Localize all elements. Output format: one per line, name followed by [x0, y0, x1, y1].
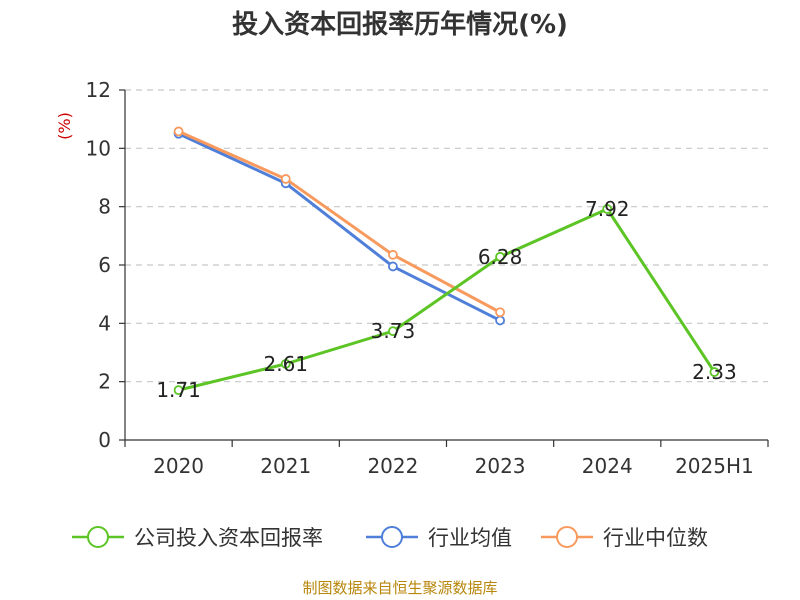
chart-title: 投入资本回报率历年情况(%): [232, 9, 568, 40]
legend-marker: [556, 526, 578, 548]
x-tick-label: 2022: [367, 454, 418, 478]
data-label: 2.61: [263, 352, 308, 376]
y-tick-label: 12: [86, 78, 111, 102]
y-tick-label: 0: [98, 428, 111, 452]
y-tick-label: 8: [98, 195, 111, 219]
legend-label: 公司投入资本回报率: [134, 526, 323, 550]
data-point: [280, 174, 291, 184]
x-tick-label: 2024: [582, 454, 633, 478]
gridlines: [125, 89, 768, 383]
series-line: [178, 207, 716, 392]
data-point: [388, 326, 398, 337]
x-tick-label: 2023: [475, 454, 526, 478]
y-tick-label: 4: [98, 311, 111, 335]
series-layer: [173, 126, 720, 396]
source-note: 制图数据来自恒生聚源数据库: [302, 579, 497, 597]
legend-marker: [87, 526, 109, 548]
y-axis-label: (%): [55, 112, 74, 140]
data-point: [280, 358, 291, 369]
y-tick-label: 6: [98, 253, 111, 277]
data-label: 3.73: [371, 319, 416, 343]
data-point: [602, 204, 613, 214]
x-tick-label: 2021: [260, 454, 311, 478]
axes: 0 2 4 6 8 10 12 2020 2021 2022 2023 2024 2025H1: [86, 78, 769, 478]
x-tick-label: 2020: [153, 454, 204, 478]
data-label: 2.33: [692, 360, 737, 384]
series-line: [177, 130, 501, 314]
data-labels: 1.71 2.61 3.73 6.28 7.92 2.33: [156, 197, 736, 402]
legend-label: 行业均值: [428, 526, 512, 550]
data-point: [495, 251, 505, 262]
y-tick-label: 2: [98, 370, 111, 394]
series-line: [177, 132, 501, 322]
y-tick-label: 10: [86, 136, 111, 160]
data-point: [709, 367, 720, 377]
data-label: 1.71: [156, 378, 201, 402]
data-point: [495, 307, 505, 318]
data-point: [173, 126, 184, 137]
data-label: 7.92: [585, 197, 630, 221]
data-point: [388, 261, 398, 272]
legend: 公司投入资本回报率 行业均值 行业中位数: [72, 526, 708, 550]
x-tick-label: 2025H1: [675, 454, 754, 478]
legend-marker: [381, 526, 403, 548]
legend-label: 行业中位数: [603, 526, 708, 550]
data-point: [495, 315, 505, 326]
data-label: 6.28: [478, 245, 523, 269]
data-point: [173, 385, 184, 396]
data-point: [388, 249, 398, 260]
